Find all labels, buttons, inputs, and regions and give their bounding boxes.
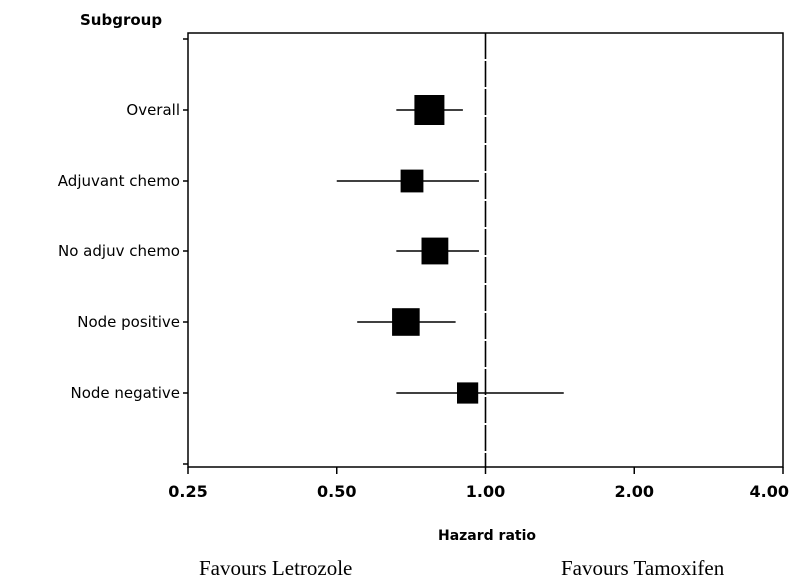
x-axis-title: Hazard ratio	[438, 528, 536, 544]
point-estimate	[400, 169, 424, 193]
forest-plot: Subgroup Hazard ratio 0.25 0.50 1.00 2.00 4.…	[58, 11, 789, 544]
point-estimate	[457, 382, 479, 404]
x-tick-label: 0.25	[168, 482, 207, 501]
subgroup-label: Node positive	[77, 313, 180, 331]
x-tick-label: 0.50	[317, 482, 356, 501]
x-tick-label: 1.00	[466, 482, 505, 501]
subgroup-label: Adjuvant chemo	[58, 172, 180, 190]
subgroup-label: Overall	[126, 101, 180, 119]
point-estimate	[414, 95, 445, 125]
x-tick-label: 2.00	[615, 482, 654, 501]
favours-right-label: Favours Tamoxifen	[561, 556, 725, 580]
point-estimate	[392, 308, 420, 336]
point-estimate	[421, 237, 449, 265]
subgroup-label: Node negative	[70, 384, 180, 402]
favours-left-label: Favours Letrozole	[199, 556, 353, 580]
y-axis-title: Subgroup	[80, 11, 162, 29]
x-tick-label: 4.00	[750, 482, 789, 501]
subgroup-label: No adjuv chemo	[58, 242, 180, 260]
